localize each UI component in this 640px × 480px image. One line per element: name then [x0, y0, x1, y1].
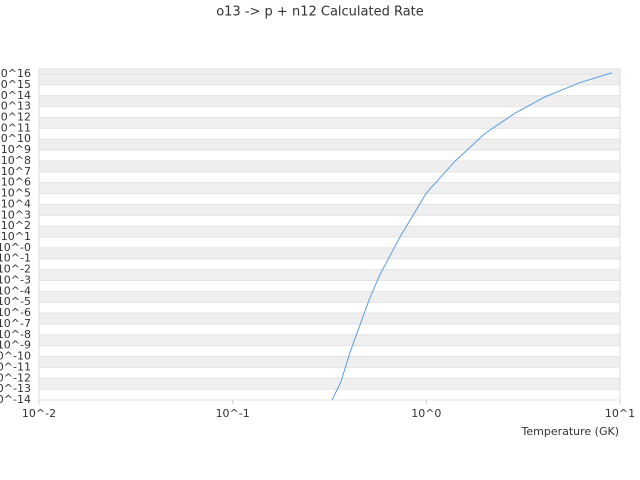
x-tick-label: 10^1 — [605, 407, 635, 420]
x-axis-label: Temperature (GK) — [521, 425, 620, 438]
y-tick-label: 10^-6 — [0, 306, 31, 319]
y-tick-label: 10^16 — [0, 67, 31, 80]
y-tick-label: 10^2 — [1, 219, 31, 232]
y-tick-label: 10^-13 — [0, 382, 31, 395]
grid-band — [39, 356, 620, 368]
grid-band — [39, 291, 620, 303]
y-tick-label: 10^-1 — [0, 252, 31, 265]
data-line — [331, 72, 613, 401]
y-tick-label: 10^1 — [1, 230, 31, 243]
y-tick-label: 10^3 — [1, 208, 31, 221]
y-tick-label: 10^-14 — [0, 393, 31, 406]
y-tick-label: 10^4 — [1, 197, 31, 210]
y-tick-label: 10^-8 — [0, 328, 31, 341]
chart-title: o13 -> p + n12 Calculated Rate — [216, 5, 424, 20]
y-tick-label: 10^-9 — [0, 339, 31, 352]
y-tick-label: 10^-0 — [0, 241, 31, 254]
y-tick-label: 10^-12 — [0, 371, 31, 384]
y-tick-label: 10^-5 — [0, 295, 31, 308]
grid-band — [39, 160, 620, 172]
grid-band — [39, 247, 620, 259]
grid-band — [39, 334, 620, 346]
grid-band — [39, 204, 620, 216]
y-tick-label: 10^13 — [0, 100, 31, 113]
y-tick-label: 10^14 — [0, 89, 31, 102]
y-tick-label: 10^12 — [0, 110, 31, 123]
grid-band — [39, 226, 620, 238]
grid-band — [39, 139, 620, 151]
y-tick-label: 10^15 — [0, 78, 31, 91]
y-tick-label: 10^9 — [1, 143, 31, 156]
grid-band — [39, 378, 620, 390]
y-tick-label: 10^11 — [0, 121, 31, 134]
y-tick-label: 10^6 — [1, 176, 31, 189]
grid-band — [39, 313, 620, 324]
y-tick-label: 10^10 — [0, 132, 31, 145]
y-tick-label: 10^-2 — [0, 263, 31, 276]
grid-band — [39, 269, 620, 281]
x-tick-label: 10^-2 — [22, 407, 56, 420]
grid-band — [39, 117, 620, 129]
y-tick-label: 10^-10 — [0, 350, 31, 363]
grid-band — [39, 182, 620, 194]
grid-band — [39, 69, 620, 75]
x-tick-label: 10^-1 — [216, 407, 250, 420]
grid-band — [39, 74, 620, 85]
y-tick-label: 10^8 — [1, 154, 31, 167]
y-tick-label: 10^-11 — [0, 360, 31, 373]
y-tick-label: 10^-7 — [0, 317, 31, 330]
x-tick-label: 10^0 — [411, 407, 441, 420]
y-tick-label: 10^7 — [1, 165, 31, 178]
y-tick-label: 10^-4 — [0, 284, 31, 297]
y-tick-label: 10^-3 — [0, 273, 31, 286]
grid-band — [39, 95, 620, 107]
y-tick-label: 10^5 — [1, 187, 31, 200]
